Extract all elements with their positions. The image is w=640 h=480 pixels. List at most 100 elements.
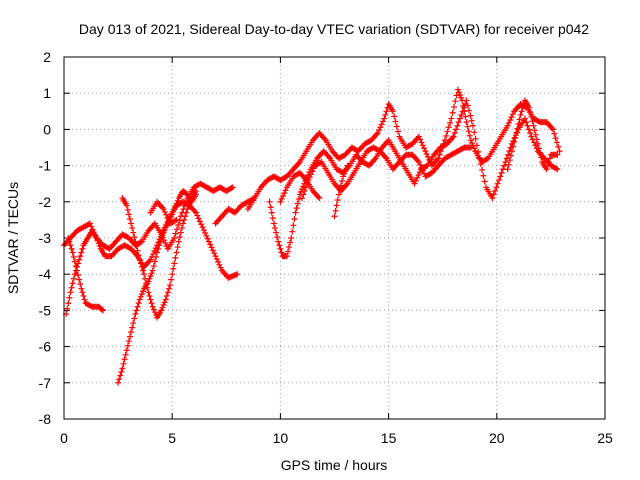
data-point (200, 227, 207, 234)
data-point (479, 166, 486, 173)
data-point (159, 304, 166, 311)
data-point (124, 342, 131, 349)
data-point (550, 126, 557, 133)
data-point (66, 294, 73, 301)
data-point (376, 127, 383, 134)
data-point (341, 170, 348, 177)
data-point (546, 155, 553, 162)
data-point (228, 185, 235, 192)
data-point (495, 177, 502, 184)
data-point (336, 187, 343, 194)
data-point (120, 360, 127, 367)
data-point (506, 157, 513, 164)
data-point (391, 113, 398, 120)
y-tick-label: -5 (39, 302, 52, 318)
data-point (451, 130, 458, 137)
data-point (150, 263, 157, 270)
data-point (513, 130, 520, 137)
data-point (98, 306, 105, 313)
data-point (162, 240, 169, 247)
data-point (309, 168, 316, 175)
data-point (172, 203, 179, 210)
chart-title: Day 013 of 2021, Sidereal Day-to-day VTE… (79, 21, 589, 37)
data-point (178, 225, 185, 232)
data-point (342, 168, 349, 175)
data-point (134, 247, 141, 254)
data-point (68, 284, 75, 291)
data-point (198, 221, 205, 228)
data-point (156, 242, 163, 249)
y-tick-label: 0 (43, 121, 51, 137)
data-point (393, 123, 400, 130)
data-point (115, 379, 122, 386)
data-point (208, 244, 215, 251)
data-point (129, 225, 136, 232)
data-point (213, 255, 220, 262)
data-point (66, 238, 73, 245)
data-point (515, 120, 522, 127)
data-point (69, 280, 76, 287)
data-point (194, 212, 201, 219)
data-point (475, 148, 482, 155)
data-point (128, 329, 135, 336)
data-point (135, 300, 142, 307)
data-point (270, 220, 277, 227)
data-point (505, 119, 512, 126)
data-point (467, 137, 474, 144)
data-point (457, 92, 464, 99)
data-point (379, 118, 386, 125)
data-point (378, 121, 385, 128)
data-point (183, 209, 190, 216)
data-point (507, 116, 514, 123)
data-point (504, 122, 511, 129)
data-point (523, 119, 530, 126)
data-point (421, 145, 428, 152)
data-point (422, 148, 429, 155)
data-point (533, 136, 540, 143)
data-point (217, 264, 224, 271)
data-point (392, 118, 399, 125)
y-tick-label: 1 (43, 85, 51, 101)
data-point (457, 115, 464, 122)
data-point (173, 200, 180, 207)
data-point (143, 280, 150, 287)
data-point (281, 190, 288, 197)
data-point (131, 315, 138, 322)
data-point (505, 161, 512, 168)
data-point (476, 155, 483, 162)
data-point (184, 206, 191, 213)
data-point (173, 249, 180, 256)
data-point (151, 309, 158, 316)
data-point (277, 198, 284, 205)
data-point (128, 220, 135, 227)
data-point (121, 356, 128, 363)
data-point (160, 229, 167, 236)
data-point (337, 182, 344, 189)
data-point (514, 125, 521, 132)
data-point (145, 289, 152, 296)
data-point (382, 111, 389, 118)
data-point (284, 248, 291, 255)
data-point (147, 273, 154, 280)
data-point (170, 208, 177, 215)
data-point (339, 177, 346, 184)
data-point (88, 223, 95, 230)
data-point (462, 113, 469, 120)
x-tick-label: 10 (273, 430, 289, 446)
data-point (117, 372, 124, 379)
data-point (458, 94, 465, 101)
data-point (267, 204, 274, 211)
data-point (269, 215, 276, 222)
data-point (161, 226, 168, 233)
data-point (528, 133, 535, 140)
data-point (443, 132, 450, 139)
data-point (275, 238, 282, 245)
y-tick-label: 2 (43, 49, 51, 65)
data-point (535, 145, 542, 152)
data-point (171, 206, 178, 213)
data-point (283, 253, 290, 260)
data-point (138, 291, 145, 298)
data-point (555, 143, 562, 150)
data-point (471, 145, 478, 152)
